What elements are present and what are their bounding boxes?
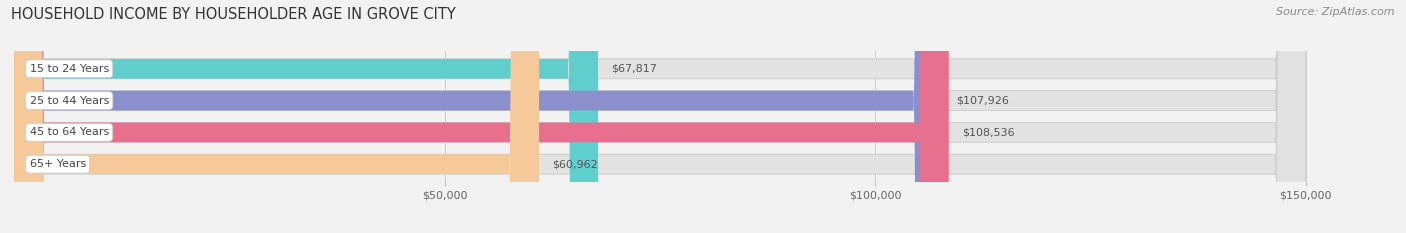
Text: $107,926: $107,926 [956,96,1010,106]
Text: 25 to 44 Years: 25 to 44 Years [30,96,108,106]
Text: 45 to 64 Years: 45 to 64 Years [30,127,108,137]
FancyBboxPatch shape [14,0,598,233]
FancyBboxPatch shape [14,0,1306,233]
FancyBboxPatch shape [14,0,943,233]
Text: $60,962: $60,962 [553,159,598,169]
FancyBboxPatch shape [14,0,538,233]
FancyBboxPatch shape [14,0,949,233]
Text: 15 to 24 Years: 15 to 24 Years [30,64,108,74]
FancyBboxPatch shape [14,0,1306,233]
Text: $108,536: $108,536 [962,127,1014,137]
Text: 65+ Years: 65+ Years [30,159,86,169]
Text: $67,817: $67,817 [612,64,657,74]
FancyBboxPatch shape [14,0,1306,233]
Text: Source: ZipAtlas.com: Source: ZipAtlas.com [1277,7,1395,17]
Text: HOUSEHOLD INCOME BY HOUSEHOLDER AGE IN GROVE CITY: HOUSEHOLD INCOME BY HOUSEHOLDER AGE IN G… [11,7,456,22]
FancyBboxPatch shape [14,0,1306,233]
